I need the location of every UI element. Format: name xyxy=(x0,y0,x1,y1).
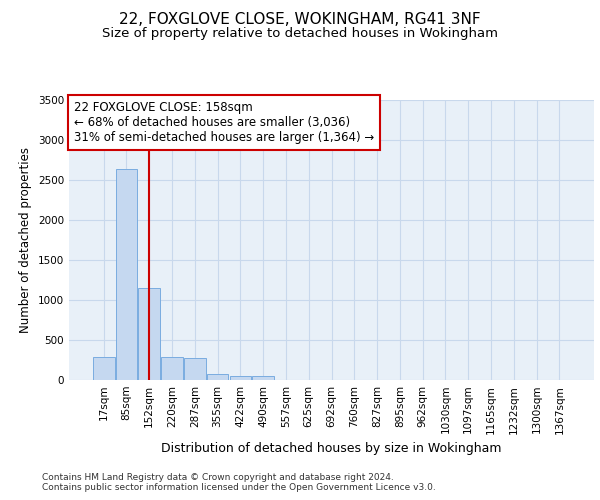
Text: Size of property relative to detached houses in Wokingham: Size of property relative to detached ho… xyxy=(102,28,498,40)
Bar xyxy=(93,357,115,380)
Text: 22, FOXGLOVE CLOSE, WOKINGHAM, RG41 3NF: 22, FOXGLOVE CLOSE, WOKINGHAM, RG41 3NF xyxy=(119,12,481,28)
Bar xyxy=(253,376,274,380)
Text: 22 FOXGLOVE CLOSE: 158sqm
← 68% of detached houses are smaller (3,036)
31% of se: 22 FOXGLOVE CLOSE: 158sqm ← 68% of detac… xyxy=(74,102,374,144)
Bar xyxy=(184,358,206,380)
Bar xyxy=(139,288,160,380)
Bar xyxy=(207,374,229,380)
Y-axis label: Number of detached properties: Number of detached properties xyxy=(19,147,32,333)
Bar xyxy=(161,357,183,380)
X-axis label: Distribution of detached houses by size in Wokingham: Distribution of detached houses by size … xyxy=(161,442,502,455)
Bar xyxy=(116,169,137,380)
Text: Contains HM Land Registry data © Crown copyright and database right 2024.
Contai: Contains HM Land Registry data © Crown c… xyxy=(42,473,436,492)
Bar xyxy=(230,376,251,380)
